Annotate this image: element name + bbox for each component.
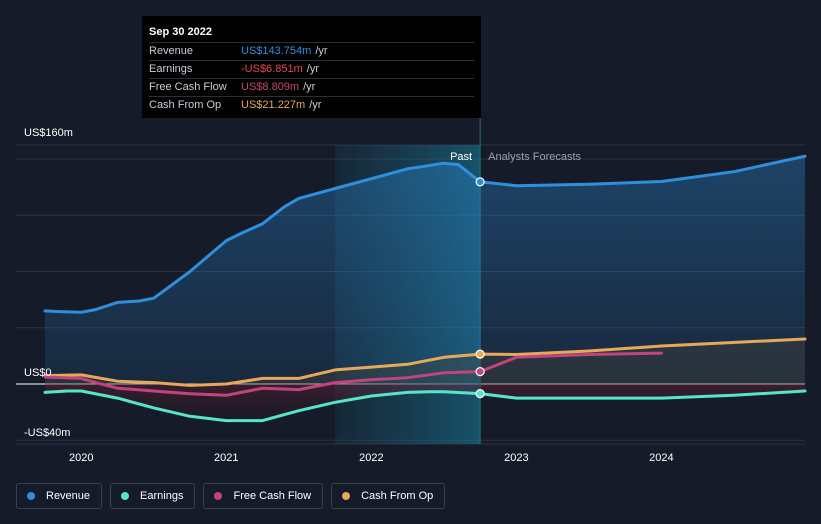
y-tick-label: US$0: [24, 367, 52, 379]
legend-label: Earnings: [140, 490, 184, 502]
tooltip-row-revenue: Revenue US$143.754m /yr: [149, 43, 474, 61]
tooltip-unit: /yr: [315, 45, 328, 57]
tooltip-unit: /yr: [306, 63, 319, 75]
legend-dot-icon: [121, 492, 130, 500]
legend-dot-icon: [342, 492, 351, 500]
legend-item-earnings[interactable]: Earnings: [110, 483, 196, 509]
legend-dot-icon: [214, 492, 223, 500]
tooltip-row-cash-from-op: Cash From Op US$21.227m /yr: [149, 97, 474, 114]
legend-label: Free Cash Flow: [233, 490, 312, 502]
legend-item-revenue[interactable]: Revenue: [16, 483, 103, 509]
legend-label: Revenue: [46, 490, 91, 502]
x-tick-label: 2023: [504, 452, 528, 464]
legend: Revenue Earnings Free Cash Flow Cash Fro…: [16, 483, 446, 509]
legend-item-free-cash-flow[interactable]: Free Cash Flow: [203, 483, 324, 509]
tooltip-value: US$21.227m: [241, 99, 306, 111]
line-layer: [43, 154, 807, 423]
tooltip-label: Earnings: [149, 63, 193, 75]
tooltip-row-free-cash-flow: Free Cash Flow US$8.809m /yr: [149, 79, 474, 97]
tooltip-value: -US$6.851m: [241, 63, 303, 75]
x-tick-label: 2021: [214, 452, 238, 464]
y-tick-label: US$160m: [24, 127, 73, 139]
label-layer: US$160m US$0 -US$40m 2020 2021 2022 2023 2024 Pa…: [24, 127, 674, 464]
tooltip-value: US$8.809m: [241, 81, 300, 93]
revenue-marker: [475, 177, 485, 187]
tooltip-row-earnings: Earnings -US$6.851m /yr: [149, 61, 474, 79]
forecast-label: Analysts Forecasts: [488, 151, 581, 163]
tooltip-label: Free Cash Flow: [149, 81, 227, 93]
revenue-line: [43, 154, 807, 314]
y-tick-label: -US$40m: [24, 427, 70, 439]
cash-from-op-marker: [475, 349, 485, 359]
legend-label: Cash From Op: [361, 490, 434, 502]
tooltip: Sep 30 2022 Revenue US$143.754m /yr Earn…: [142, 16, 481, 118]
x-tick-label: 2022: [359, 452, 383, 464]
cash-from-op-line: [43, 337, 807, 387]
past-label: Past: [450, 151, 472, 163]
area-layer: [45, 156, 805, 421]
tooltip-value: US$143.754m: [241, 45, 312, 57]
tooltip-date: Sep 30 2022: [149, 22, 474, 43]
tooltip-label: Cash From Op: [149, 99, 222, 111]
tooltip-unit: /yr: [309, 99, 322, 111]
marker-layer: [475, 177, 485, 399]
tooltip-unit: /yr: [303, 81, 316, 93]
x-tick-label: 2020: [69, 452, 93, 464]
x-tick-label: 2024: [649, 452, 673, 464]
free-cash-flow-marker: [475, 367, 485, 377]
legend-dot-icon: [27, 492, 35, 500]
earnings-marker: [475, 389, 485, 399]
earnings-line: [43, 389, 807, 423]
tooltip-label: Revenue: [149, 45, 194, 57]
free-cash-flow-line: [43, 351, 663, 397]
legend-item-cash-from-op[interactable]: Cash From Op: [331, 483, 446, 509]
revenue-area: [45, 156, 805, 384]
